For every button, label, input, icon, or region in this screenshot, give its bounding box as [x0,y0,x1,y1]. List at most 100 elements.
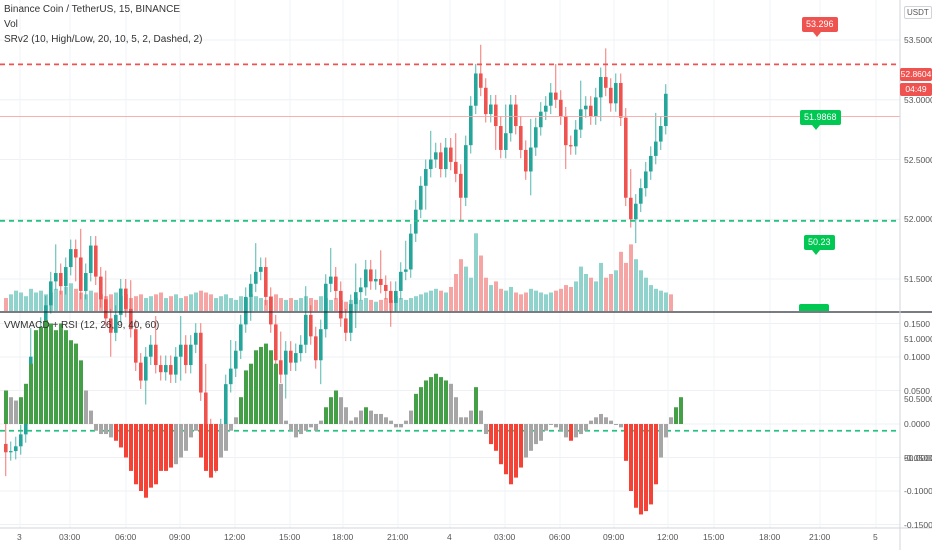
candle-body [254,271,258,284]
histogram-bar [604,417,608,424]
histogram-bar [524,424,528,458]
candle-body [9,451,13,453]
candle-body [424,169,428,186]
candle-body [124,288,128,309]
volume-bar [484,277,488,311]
srv2-indicator-label[interactable]: SRv2 (10, High/Low, 20, 10, 5, 2, Dashed… [4,34,203,45]
candle-body [524,149,528,172]
volume-bar [314,299,318,311]
histogram-bar [44,320,48,424]
volume-bar [4,298,8,311]
histogram-bar [579,424,583,435]
candle-body [244,296,248,325]
volume-bar [649,285,653,311]
histogram-bar [154,424,158,485]
volume-bar [169,296,173,311]
histogram-bar [374,413,378,424]
candle-body [79,257,83,291]
time-tick-label: 03:00 [59,532,81,542]
histogram-bar [289,424,293,431]
candle-body [539,111,543,128]
oscillator-tick-label: -0.1000 [904,486,932,496]
histogram-bar [34,330,38,424]
volume-bar [59,290,63,311]
candle-body [169,365,173,375]
candle-body [74,249,78,258]
histogram-bar [389,420,393,424]
price-tick-label: 50.0000 [904,453,932,464]
volume-bar [299,298,303,311]
candle-body [494,104,498,127]
candle-body [554,92,558,100]
volume-bar [534,290,538,311]
symbol-title[interactable]: Binance Coin / TetherUS, 15, BINANCE [4,4,181,15]
histogram-bar [419,387,423,424]
volume-bar [574,281,578,311]
histogram-bar [209,424,213,478]
candle-body [234,350,238,369]
candle-body [569,145,573,147]
candle-body [284,350,288,375]
candle-body [474,73,478,106]
volume-bar [114,292,118,311]
currency-unit-badge[interactable]: USDT [904,6,932,19]
histogram-bar [619,424,623,428]
time-tick-label: 03:00 [494,532,516,542]
candle-body [319,329,323,361]
price-tick-label: 53.0000 [904,94,932,105]
histogram-bar [294,424,298,438]
candle-body [314,336,318,361]
sr-lines [0,63,900,432]
candle-body [384,284,388,291]
volume-bar [239,296,243,311]
candle-body [134,329,138,363]
histogram-bar [39,326,43,424]
histogram-bar [4,390,8,424]
oscillator-tick-label: -0.0500 [904,452,932,463]
histogram-bar [369,410,373,424]
histogram-bar [254,350,258,424]
volume-bar [629,244,633,311]
histogram-bar [94,424,98,431]
candle-body [534,127,538,148]
resistance-label: 53.296 [802,17,838,32]
histogram-bar [609,420,613,424]
histogram-bar [519,424,523,468]
candle-body [624,117,628,198]
volume-bar [519,294,523,311]
volume-bar [219,296,223,311]
volume-indicator-label[interactable]: Vol [4,19,18,30]
candle-body [439,152,443,170]
volume-bar [24,296,28,311]
histogram-bar [129,424,133,471]
histogram-bar [49,323,53,424]
candle-body [499,126,503,150]
volume-bar [474,233,478,311]
histogram-bar [314,424,318,431]
volume-bar [529,288,533,311]
histogram-bar [569,424,573,441]
histogram-bar [439,377,443,424]
candle-body [444,147,448,170]
volume-bar [539,292,543,311]
histogram-bar [564,424,568,438]
volume-bar [64,286,68,311]
histogram-bar [119,424,123,448]
volume-bar [174,294,178,311]
histogram-bar [674,407,678,424]
candle-body [4,443,8,453]
histogram-bar [109,424,113,438]
volume-bar [479,255,483,311]
histogram-bar [54,330,58,424]
candle-body [614,83,618,104]
candle-body [369,269,373,282]
vwmacd-indicator-label[interactable]: VWMACD + RSI (12, 26, 9, 40, 60) [4,320,160,331]
candle-body [629,197,633,220]
volume-bar [259,298,263,311]
time-tick-label: 12:00 [657,532,679,542]
candle-body [44,305,48,327]
histogram-bar [659,424,663,458]
candle-body [174,356,178,375]
candle-body [574,129,578,147]
